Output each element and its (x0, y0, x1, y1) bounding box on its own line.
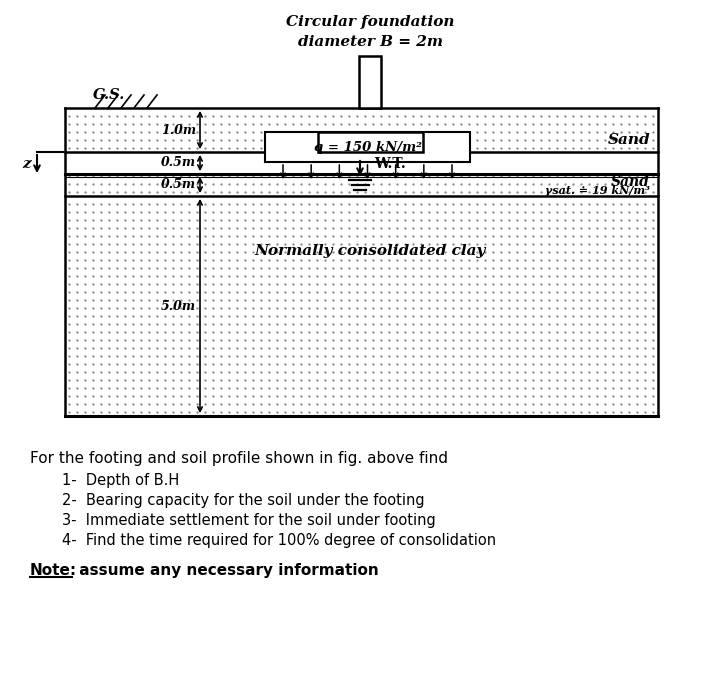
Bar (318, 132, 423, 152)
Text: For the footing and soil profile shown in fig. above find: For the footing and soil profile shown i… (30, 451, 448, 466)
Text: assume any necessary information: assume any necessary information (74, 563, 379, 578)
Text: Note:: Note: (30, 563, 77, 578)
Text: Circular foundation: Circular foundation (286, 15, 454, 29)
Text: 1.0m: 1.0m (161, 124, 196, 136)
Text: diameter B = 2m: diameter B = 2m (297, 35, 443, 49)
Text: Sand: Sand (607, 133, 650, 147)
Text: 1-  Depth of B.H: 1- Depth of B.H (62, 473, 179, 488)
Text: W.T.: W.T. (374, 157, 406, 171)
Text: G.S.: G.S. (93, 88, 125, 102)
Text: 0.5m: 0.5m (161, 178, 196, 192)
Text: γsat. ≐ 19 kN/m³: γsat. ≐ 19 kN/m³ (545, 185, 650, 196)
Bar (265, 132, 470, 162)
Bar (359, 56, 381, 108)
Text: q = 150 kN/m²: q = 150 kN/m² (314, 140, 421, 154)
Text: Sand: Sand (611, 175, 650, 189)
Text: 4-  Find the time required for 100% degree of consolidation: 4- Find the time required for 100% degre… (62, 533, 496, 548)
Text: Normally consolidated clay: Normally consolidated clay (255, 244, 486, 258)
Text: 0.5m: 0.5m (161, 157, 196, 169)
Text: 3-  Immediate settlement for the soil under footing: 3- Immediate settlement for the soil und… (62, 513, 436, 528)
Text: z: z (23, 157, 31, 171)
Text: 5.0m: 5.0m (161, 299, 196, 312)
Text: 2-  Bearing capacity for the soil under the footing: 2- Bearing capacity for the soil under t… (62, 493, 425, 508)
